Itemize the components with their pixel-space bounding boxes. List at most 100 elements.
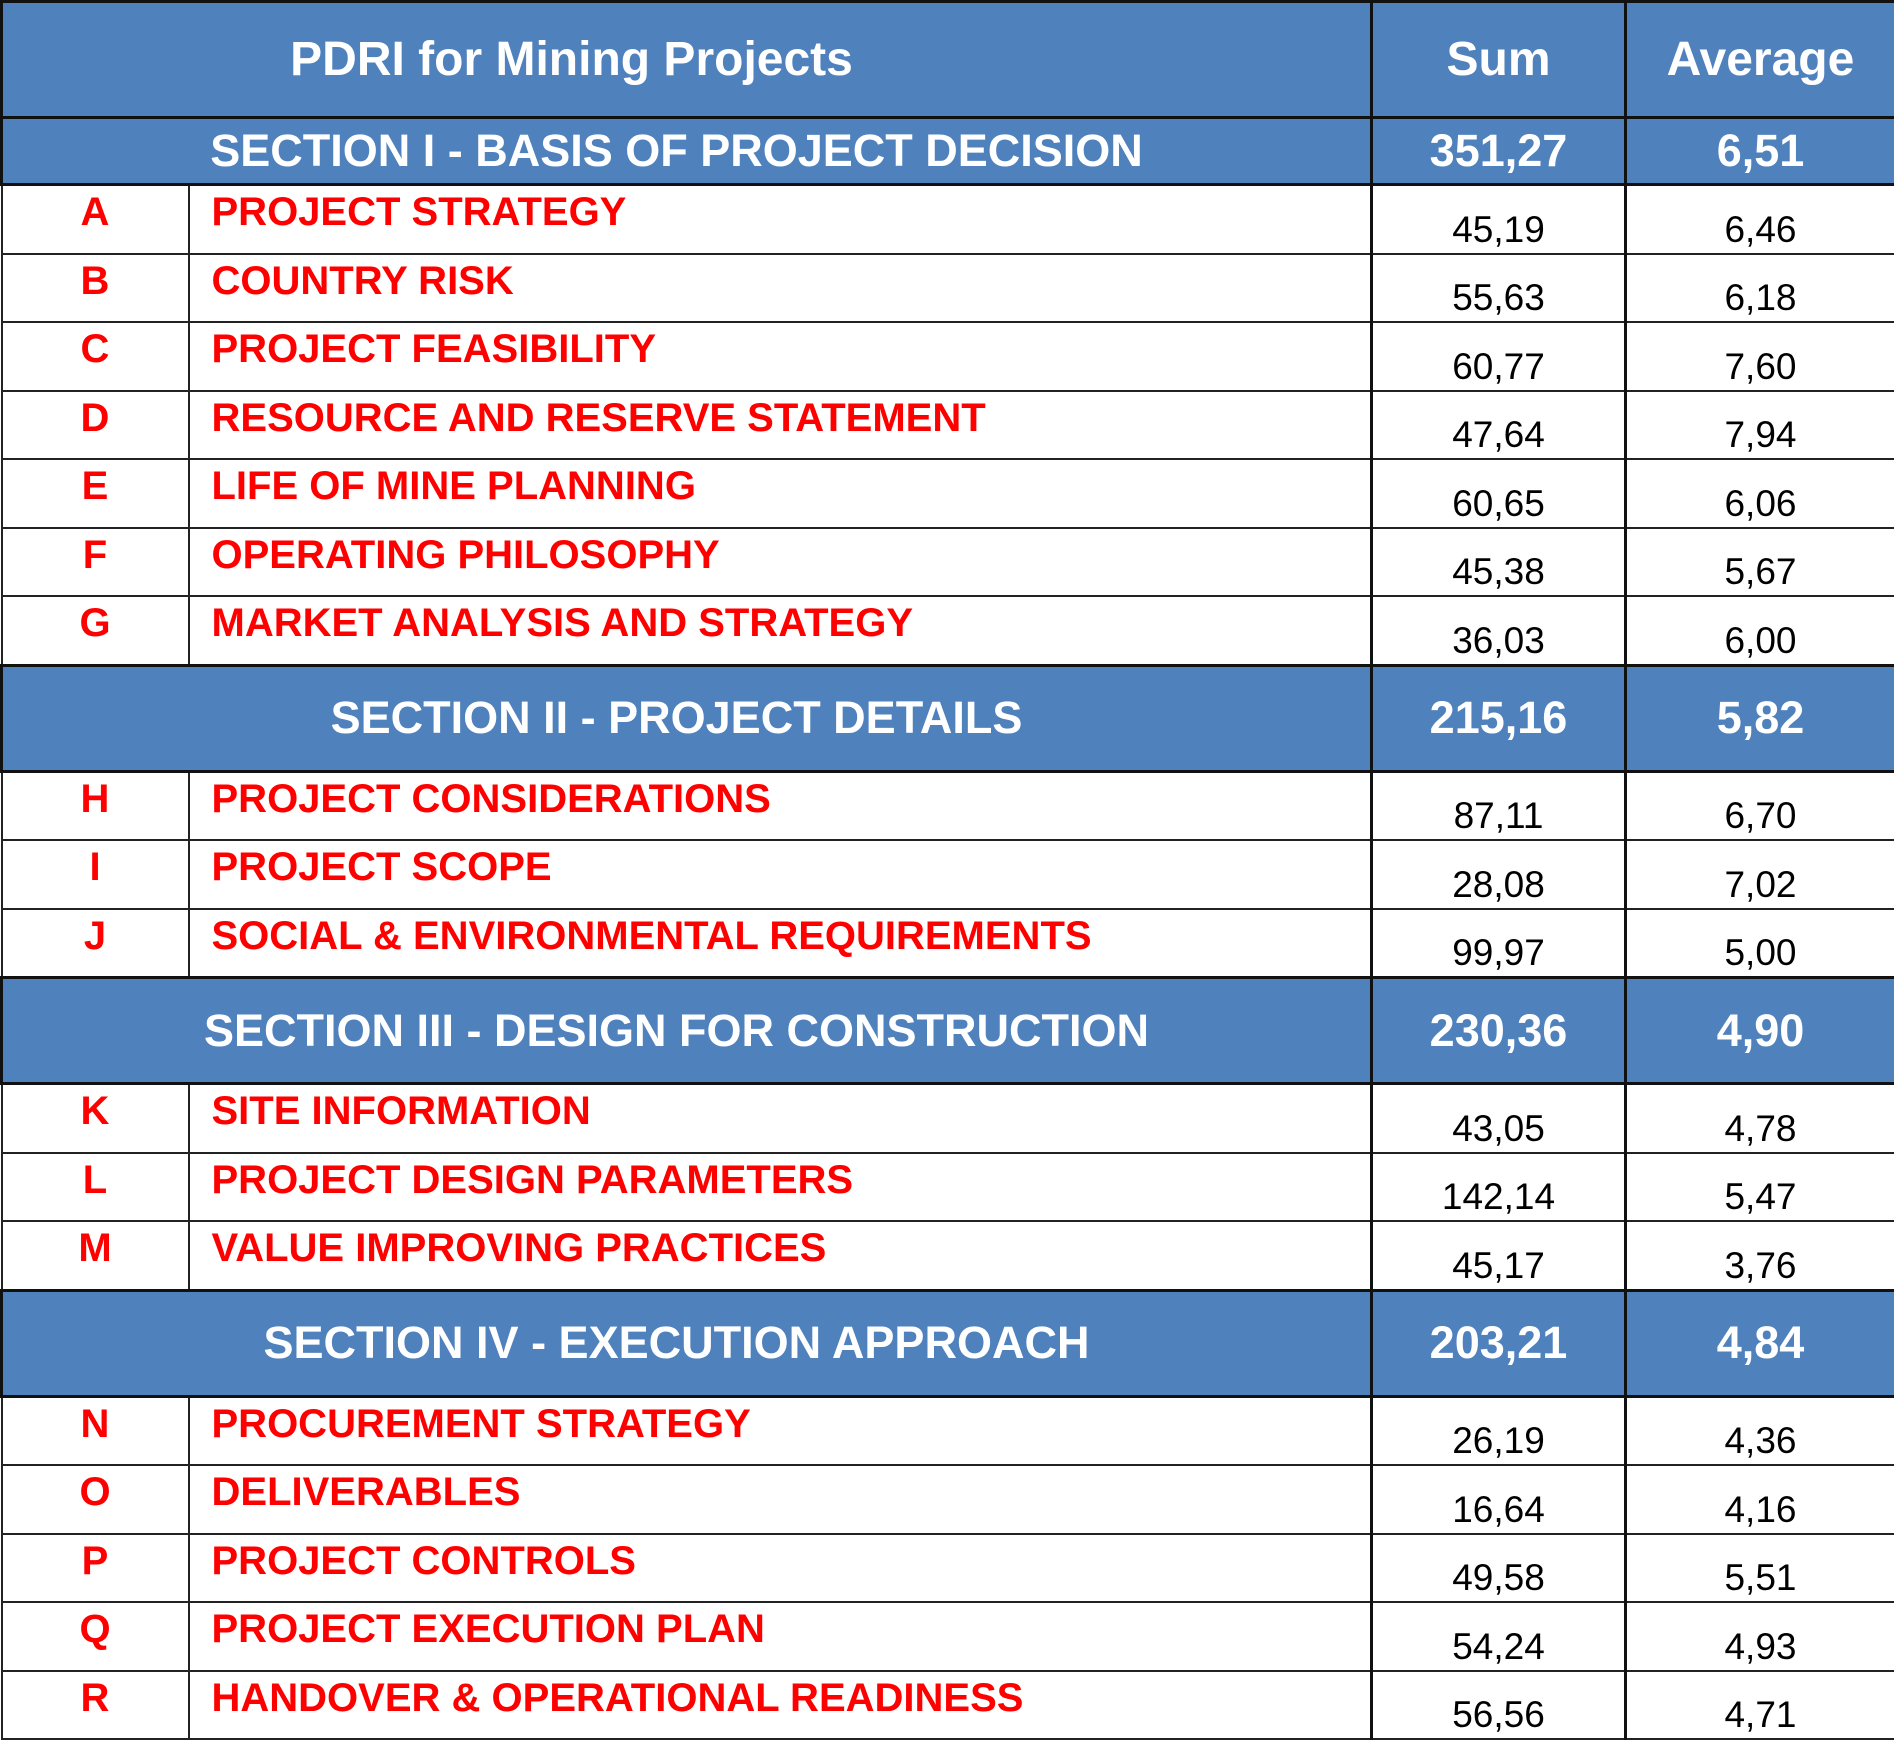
item-name: VALUE IMPROVING PRACTICES: [189, 1221, 1372, 1290]
section-sum: 230,36: [1372, 978, 1626, 1084]
item-name: OPERATING PHILOSOPHY: [189, 528, 1372, 597]
item-average: 5,47: [1626, 1153, 1894, 1222]
item-code: I: [2, 840, 189, 909]
sum-column-header: Sum: [1372, 2, 1626, 118]
section-title: SECTION III - DESIGN FOR CONSTRUCTION: [2, 978, 1372, 1084]
item-name: PROJECT CONSIDERATIONS: [189, 771, 1372, 840]
item-name: PROCUREMENT STRATEGY: [189, 1396, 1372, 1465]
item-average: 6,18: [1626, 254, 1894, 323]
item-sum: 28,08: [1372, 840, 1626, 909]
item-sum: 142,14: [1372, 1153, 1626, 1222]
item-average: 4,78: [1626, 1084, 1894, 1153]
item-average: 4,93: [1626, 1602, 1894, 1671]
item-code: G: [2, 596, 189, 665]
item-name: SOCIAL & ENVIRONMENTAL REQUIREMENTS: [189, 909, 1372, 978]
item-name: PROJECT STRATEGY: [189, 185, 1372, 254]
item-sum: 87,11: [1372, 771, 1626, 840]
item-sum: 60,77: [1372, 322, 1626, 391]
section-title: SECTION I - BASIS OF PROJECT DECISION: [2, 118, 1372, 185]
item-average: 4,16: [1626, 1465, 1894, 1534]
item-name: LIFE OF MINE PLANNING: [189, 459, 1372, 528]
table-header-row: PDRI for Mining Projects Sum Average: [2, 2, 1894, 118]
table-title: PDRI for Mining Projects: [2, 2, 1372, 118]
item-sum: 47,64: [1372, 391, 1626, 460]
item-average: 5,67: [1626, 528, 1894, 597]
item-code: D: [2, 391, 189, 460]
item-code: R: [2, 1671, 189, 1740]
item-code: P: [2, 1534, 189, 1603]
item-code: F: [2, 528, 189, 597]
item-sum: 45,38: [1372, 528, 1626, 597]
item-code: J: [2, 909, 189, 978]
item-name: HANDOVER & OPERATIONAL READINESS: [189, 1671, 1372, 1740]
item-code: C: [2, 322, 189, 391]
item-name: DELIVERABLES: [189, 1465, 1372, 1534]
item-sum: 49,58: [1372, 1534, 1626, 1603]
item-average: 5,51: [1626, 1534, 1894, 1603]
item-sum: 45,17: [1372, 1221, 1626, 1290]
item-name: PROJECT EXECUTION PLAN: [189, 1602, 1372, 1671]
item-sum: 26,19: [1372, 1396, 1626, 1465]
item-average: 6,70: [1626, 771, 1894, 840]
section-sum: 351,27: [1372, 118, 1626, 185]
item-sum: 45,19: [1372, 185, 1626, 254]
item-average: 4,71: [1626, 1671, 1894, 1740]
item-sum: 43,05: [1372, 1084, 1626, 1153]
section-title: SECTION II - PROJECT DETAILS: [2, 665, 1372, 771]
item-average: 6,00: [1626, 596, 1894, 665]
section-average: 5,82: [1626, 665, 1894, 771]
item-name: PROJECT CONTROLS: [189, 1534, 1372, 1603]
item-average: 7,94: [1626, 391, 1894, 460]
item-name: COUNTRY RISK: [189, 254, 1372, 323]
item-code: Q: [2, 1602, 189, 1671]
item-name: MARKET ANALYSIS AND STRATEGY: [189, 596, 1372, 665]
item-sum: 99,97: [1372, 909, 1626, 978]
item-sum: 60,65: [1372, 459, 1626, 528]
item-average: 6,06: [1626, 459, 1894, 528]
item-name: PROJECT FEASIBILITY: [189, 322, 1372, 391]
item-average: 7,02: [1626, 840, 1894, 909]
item-sum: 36,03: [1372, 596, 1626, 665]
item-code: B: [2, 254, 189, 323]
item-name: RESOURCE AND RESERVE STATEMENT: [189, 391, 1372, 460]
item-code: H: [2, 771, 189, 840]
item-code: E: [2, 459, 189, 528]
section-title: SECTION IV - EXECUTION APPROACH: [2, 1290, 1372, 1396]
item-name: SITE INFORMATION: [189, 1084, 1372, 1153]
item-name: PROJECT SCOPE: [189, 840, 1372, 909]
item-sum: 54,24: [1372, 1602, 1626, 1671]
item-average: 5,00: [1626, 909, 1894, 978]
item-average: 3,76: [1626, 1221, 1894, 1290]
item-code: A: [2, 185, 189, 254]
item-code: K: [2, 1084, 189, 1153]
item-name: PROJECT DESIGN PARAMETERS: [189, 1153, 1372, 1222]
item-sum: 55,63: [1372, 254, 1626, 323]
section-average: 4,90: [1626, 978, 1894, 1084]
section-sum: 215,16: [1372, 665, 1626, 771]
section-sum: 203,21: [1372, 1290, 1626, 1396]
item-sum: 16,64: [1372, 1465, 1626, 1534]
item-average: 4,36: [1626, 1396, 1894, 1465]
item-average: 6,46: [1626, 185, 1894, 254]
section-average: 6,51: [1626, 118, 1894, 185]
section-average: 4,84: [1626, 1290, 1894, 1396]
item-sum: 56,56: [1372, 1671, 1626, 1740]
